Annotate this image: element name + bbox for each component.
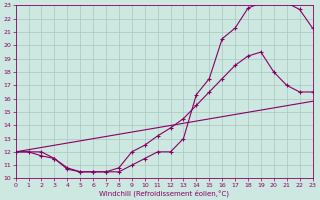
X-axis label: Windchill (Refroidissement éolien,°C): Windchill (Refroidissement éolien,°C) bbox=[99, 189, 229, 197]
